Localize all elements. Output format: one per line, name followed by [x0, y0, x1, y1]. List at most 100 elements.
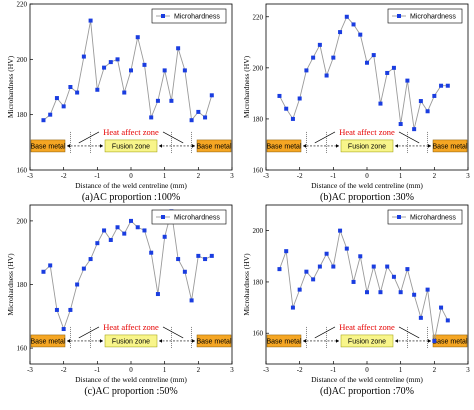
legend-label: Microhardness: [410, 14, 456, 21]
data-point: [203, 115, 208, 120]
data-point: [203, 257, 208, 262]
data-point: [155, 98, 160, 103]
arrow-head: [192, 144, 195, 148]
data-point: [378, 101, 383, 106]
data-point: [445, 318, 450, 323]
data-point: [324, 251, 329, 256]
y-tick-label: 180: [17, 281, 28, 289]
fusion-zone-label: Fusion zone: [348, 338, 386, 345]
x-tick-label: 2: [197, 172, 201, 180]
x-tick-label: -3: [263, 366, 269, 374]
data-point: [142, 62, 147, 67]
arrow-head: [303, 339, 306, 343]
y-tick-label: 220: [253, 13, 264, 21]
data-point: [68, 307, 73, 312]
x-tick-label: 3: [466, 172, 470, 180]
data-point: [162, 68, 167, 73]
data-point: [75, 282, 80, 287]
data-point: [418, 315, 423, 320]
heat-affect-arrow: [162, 326, 184, 339]
data-point: [182, 68, 187, 73]
data-point: [277, 93, 282, 98]
heat-affect-arrow: [398, 326, 420, 339]
data-point: [391, 65, 396, 70]
arrow-head: [159, 339, 162, 343]
data-point: [115, 225, 120, 230]
x-axis-label: Distance of the weld centreline (mm): [311, 181, 423, 190]
base-metal-right-label: Base metal: [196, 143, 231, 150]
data-point: [385, 264, 390, 269]
data-point: [425, 287, 430, 292]
y-tick-label: 200: [17, 217, 28, 225]
legend-marker: [161, 14, 165, 18]
heat-affect-arrow: [162, 131, 184, 144]
data-point: [358, 32, 363, 37]
base-metal-left-box: [266, 334, 302, 348]
y-tick-label: 200: [253, 227, 264, 235]
arrow-head: [336, 144, 339, 148]
y-tick-label: 160: [17, 167, 28, 175]
y-tick-label: 160: [17, 345, 28, 353]
x-tick-label: -3: [263, 172, 269, 180]
data-point: [297, 96, 302, 101]
data-point: [317, 264, 322, 269]
y-tick-label: 180: [253, 115, 264, 123]
x-tick-label: 1: [399, 172, 403, 180]
data-point: [68, 85, 73, 89]
data-point: [331, 55, 336, 60]
panel-caption: (d)AC proportion :70%: [320, 386, 414, 397]
data-point: [290, 116, 295, 121]
data-point: [108, 237, 113, 242]
arrow-head: [428, 144, 431, 148]
data-point: [378, 290, 383, 295]
y-tick-label: 200: [253, 64, 264, 72]
legend-box: [151, 8, 227, 24]
data-point: [405, 78, 410, 83]
data-point: [385, 70, 390, 75]
series-line: [43, 211, 212, 331]
data-point: [425, 109, 430, 114]
data-point: [48, 112, 53, 117]
data-point: [418, 99, 423, 104]
x-tick-label: 3: [230, 366, 234, 374]
x-tick-label: 1: [163, 366, 167, 374]
arrow-head: [100, 144, 103, 148]
base-metal-right-label: Base metal: [432, 143, 467, 150]
data-point: [277, 267, 282, 272]
data-point: [371, 53, 376, 58]
data-point: [344, 14, 349, 19]
y-tick-label: 160: [253, 167, 264, 175]
base-metal-left-box: [30, 334, 66, 348]
data-point: [75, 90, 80, 95]
data-point: [290, 305, 295, 310]
data-point: [405, 267, 410, 272]
data-point: [338, 30, 343, 35]
heat-affect-zone-label: Heat affect zone: [339, 127, 395, 137]
panel-caption: (a)AC proportion :100%: [82, 192, 180, 203]
arrow-head: [395, 144, 398, 148]
base-metal-left-label: Base metal: [266, 143, 301, 150]
heat-affect-zone-label: Heat affect zone: [103, 322, 159, 332]
data-point: [412, 292, 417, 297]
x-tick-label: -1: [330, 366, 336, 374]
data-point: [142, 228, 147, 233]
data-point: [439, 83, 444, 88]
data-point: [88, 18, 93, 23]
heat-affect-arrow: [314, 326, 336, 339]
x-tick-label: 0: [129, 172, 133, 180]
y-axis-label: Microhardness (HV): [242, 55, 251, 118]
data-point: [284, 249, 289, 254]
data-point: [41, 269, 46, 274]
x-tick-label: 1: [399, 366, 403, 374]
data-point: [48, 263, 53, 268]
fusion-zone-label: Fusion zone: [348, 143, 386, 150]
series-line: [279, 15, 448, 130]
heat-affect-arrow: [314, 131, 336, 144]
data-point: [135, 225, 140, 230]
data-point: [81, 266, 86, 271]
data-point: [196, 109, 201, 114]
fusion-zone-label: Fusion zone: [112, 143, 150, 150]
arrow-head: [428, 339, 431, 343]
data-point: [371, 264, 376, 269]
base-metal-right-box: [196, 334, 232, 348]
